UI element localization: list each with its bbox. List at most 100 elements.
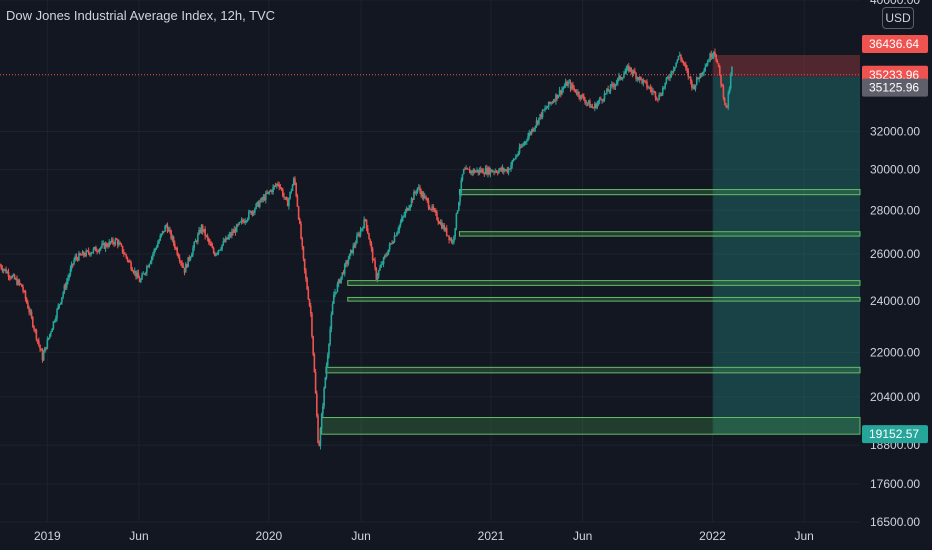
candle — [498, 168, 500, 174]
candle — [569, 79, 572, 92]
candle — [532, 127, 534, 133]
candle-body — [275, 183, 278, 186]
candle — [528, 129, 531, 140]
candle-body — [576, 91, 579, 95]
candle — [358, 232, 361, 238]
candle — [636, 76, 639, 83]
candle — [345, 259, 347, 268]
candle-body — [90, 253, 92, 255]
candle — [349, 249, 352, 257]
candle-body — [89, 253, 91, 255]
price-label-text: 36436.64 — [869, 37, 919, 51]
candle-body — [672, 69, 675, 72]
candle-body — [156, 243, 159, 248]
candle — [609, 83, 612, 94]
candle — [590, 103, 592, 108]
candle — [408, 204, 410, 211]
candle-body — [348, 253, 351, 260]
candle-body — [176, 248, 179, 255]
candle-body — [101, 243, 103, 248]
candle-body — [352, 245, 355, 254]
candle-body — [575, 92, 578, 95]
candle — [339, 278, 341, 284]
candle — [91, 251, 94, 254]
candle-body — [705, 64, 708, 67]
candle-body — [286, 200, 289, 207]
candle-body — [653, 91, 656, 93]
candle-body — [243, 221, 245, 223]
candle — [34, 328, 37, 334]
candle — [269, 189, 272, 193]
candle-body — [417, 187, 420, 189]
candle-body — [674, 67, 676, 70]
candle-body — [209, 241, 211, 244]
candle-body — [659, 94, 662, 96]
candle-body — [326, 355, 329, 366]
candle-body — [668, 77, 670, 79]
candle-body — [292, 178, 295, 185]
candle-body — [665, 77, 668, 83]
candle — [126, 256, 129, 263]
candle — [400, 214, 403, 224]
candle — [124, 252, 126, 255]
candle-body — [600, 98, 602, 100]
candle-body — [96, 251, 98, 253]
candle-body — [382, 257, 385, 264]
candle — [129, 259, 131, 263]
candle-body — [640, 76, 642, 79]
y-tick-label: 28000.00 — [870, 203, 920, 217]
candle — [501, 164, 504, 174]
candle — [489, 167, 492, 178]
candle — [717, 63, 720, 68]
candle-body — [368, 233, 370, 240]
candle-body — [24, 291, 27, 299]
candle-body — [313, 354, 316, 373]
candle-body — [8, 276, 11, 278]
candle — [405, 206, 408, 213]
candle — [559, 90, 562, 98]
candle — [295, 182, 297, 198]
candle — [260, 197, 262, 203]
candle — [216, 251, 219, 256]
candle-body — [530, 129, 533, 134]
candle — [312, 335, 314, 357]
candle-body — [78, 253, 80, 261]
candle-body — [606, 88, 608, 94]
candle — [725, 102, 727, 108]
candle — [505, 168, 507, 172]
candle-body — [539, 114, 541, 118]
candle — [254, 207, 256, 215]
candle — [232, 228, 234, 236]
candle-body — [381, 263, 384, 265]
candle — [138, 275, 141, 283]
candle — [570, 82, 573, 91]
candle — [75, 253, 78, 261]
candle-body — [580, 94, 583, 99]
candle — [634, 67, 636, 74]
candle-body — [407, 208, 409, 211]
candle-body — [421, 192, 424, 197]
candle-body — [223, 240, 226, 242]
candle — [646, 79, 648, 91]
candle-body — [731, 66, 733, 76]
price-label-entry: 35125.96 — [862, 78, 928, 97]
candle-body — [413, 191, 415, 201]
candle — [121, 245, 124, 254]
candle-body — [400, 217, 403, 223]
candle — [233, 225, 236, 233]
candle-body — [349, 250, 352, 254]
candle — [8, 275, 11, 281]
candle — [177, 252, 180, 259]
candle — [512, 157, 515, 162]
candle — [39, 344, 41, 352]
candle-body — [357, 234, 359, 236]
candle — [695, 76, 698, 86]
candle-body — [553, 100, 556, 102]
y-tick-label: 16500.00 — [870, 515, 920, 529]
currency-button[interactable]: USD — [882, 7, 914, 29]
candle — [586, 102, 589, 107]
candle-body — [538, 117, 540, 124]
candle — [557, 95, 560, 99]
candle — [255, 203, 257, 210]
